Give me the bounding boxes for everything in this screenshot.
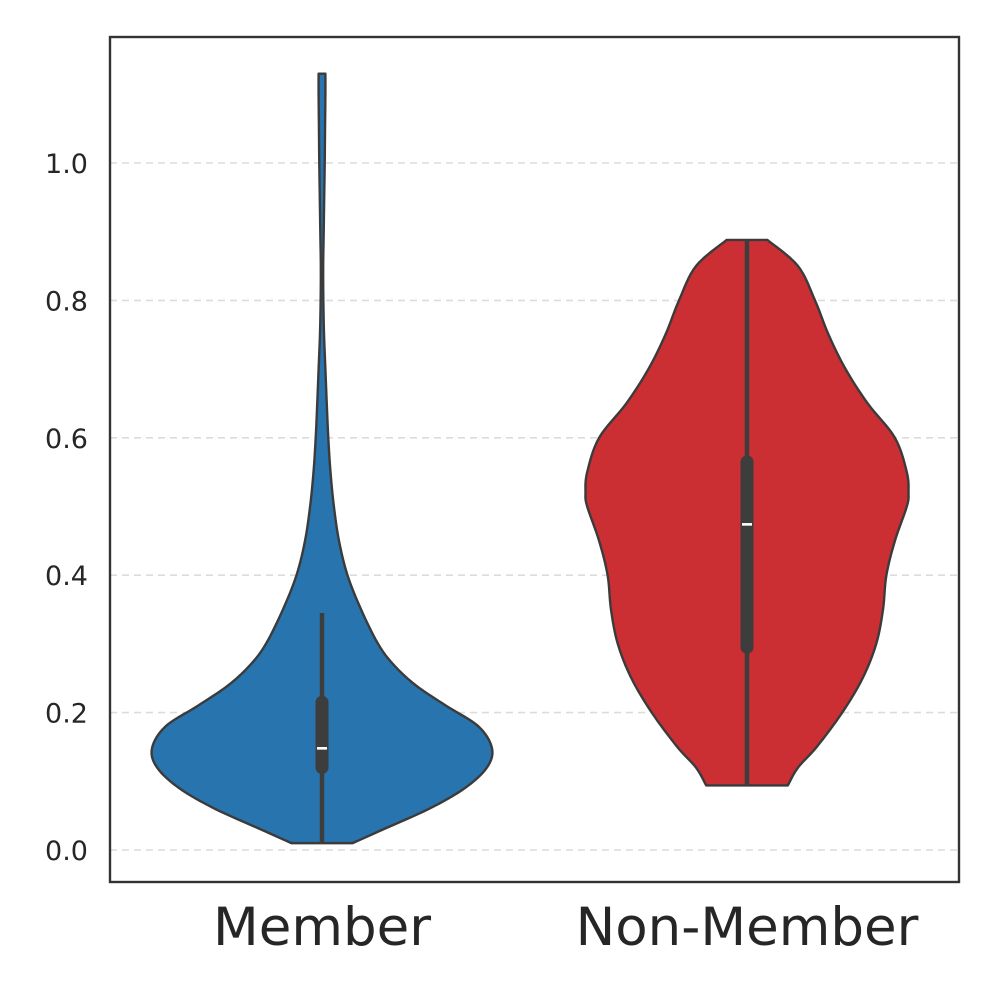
x-tick-label: Non-Member [576, 897, 919, 958]
y-axis-ticks: 0.0 0.2 0.4 0.6 0.8 1.0 [45, 149, 88, 867]
y-tick-label: 0.0 [45, 836, 88, 867]
y-tick-label: 0.6 [45, 424, 88, 455]
violins [150, 72, 910, 845]
x-tick-label: Member [213, 897, 431, 958]
y-tick-label: 1.0 [45, 149, 88, 180]
y-tick-label: 0.2 [45, 699, 88, 730]
x-axis-ticks: Member Non-Member [213, 897, 919, 958]
plot-frame [108, 35, 961, 884]
y-tick-label: 0.8 [45, 286, 88, 317]
grid-lines [110, 162, 959, 851]
violin-body [150, 72, 494, 845]
y-tick-label: 0.4 [45, 561, 88, 592]
